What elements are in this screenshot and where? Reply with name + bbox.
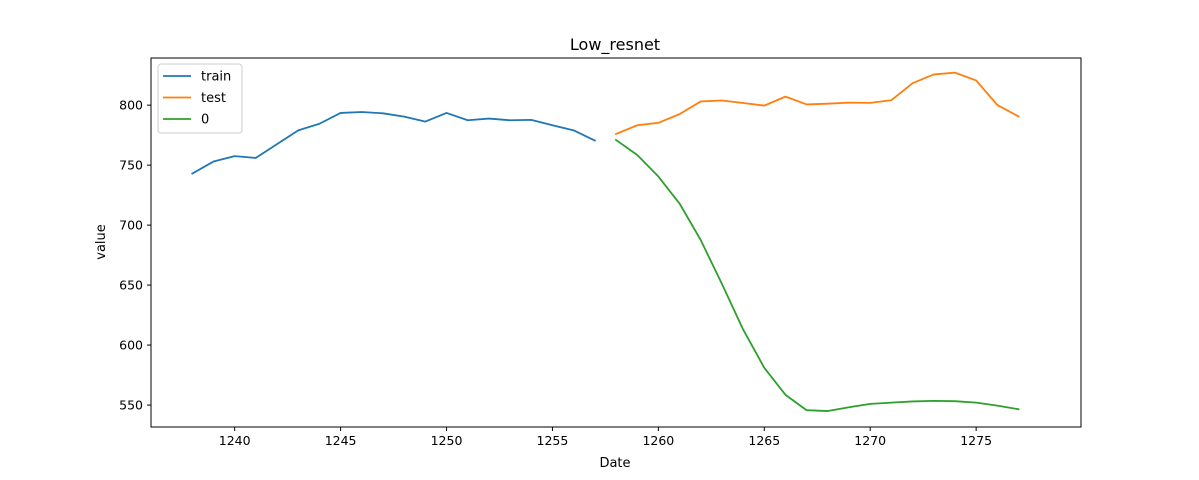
legend-label: train	[201, 70, 231, 85]
legend-label: test	[201, 91, 226, 106]
series-line-0	[191, 111, 597, 175]
legend: train test 0	[157, 63, 243, 134]
x-tick-label: 1240	[219, 433, 251, 448]
legend-box	[157, 63, 243, 134]
y-tick-label: 650	[119, 278, 143, 293]
x-axis-ticks: 1240 1245 1250 1255 1260 1265 1270 1275	[219, 427, 992, 448]
x-tick-label: 1265	[748, 433, 780, 448]
x-tick-label: 1260	[642, 433, 674, 448]
plot-frame	[150, 57, 1082, 428]
y-tick-label: 550	[119, 398, 143, 413]
x-tick-label: 1270	[854, 433, 886, 448]
y-tick-label: 600	[119, 338, 143, 353]
chart-title: Low_resnet	[570, 35, 660, 55]
y-tick-label: 800	[119, 98, 143, 113]
x-axis-label: Date	[599, 456, 630, 471]
y-axis-label: value	[94, 224, 109, 260]
y-tick-label: 750	[119, 158, 143, 173]
plot-lines	[191, 71, 1020, 412]
legend-label: 0	[201, 113, 209, 128]
series-line-1	[614, 71, 1020, 136]
x-tick-label: 1275	[960, 433, 992, 448]
series-line-2	[614, 138, 1020, 412]
x-tick-label: 1250	[431, 433, 463, 448]
x-tick-label: 1255	[537, 433, 569, 448]
y-axis-ticks: 550 600 650 700 750 800	[119, 98, 151, 413]
x-tick-label: 1245	[325, 433, 357, 448]
y-tick-label: 700	[119, 218, 143, 233]
